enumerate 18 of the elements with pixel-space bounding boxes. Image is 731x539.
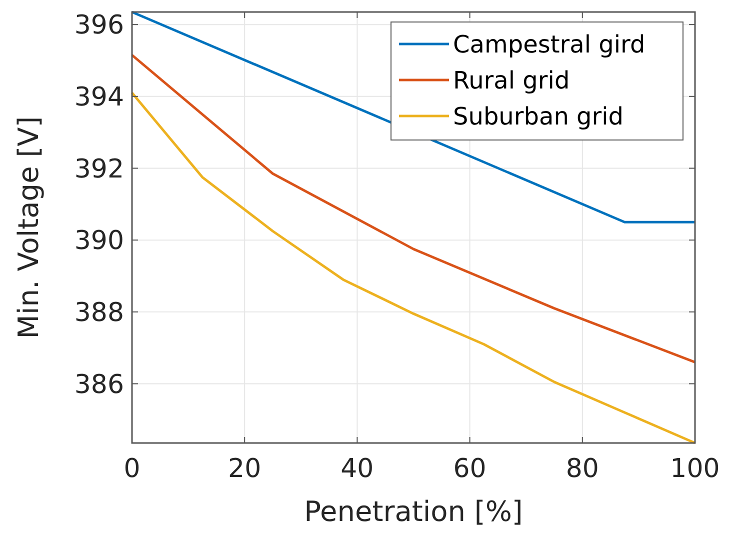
x-tick-label: 60 [453, 454, 486, 484]
legend-label: Suburban grid [453, 102, 624, 130]
y-tick-label: 386 [74, 370, 124, 400]
x-axis-title: Penetration [%] [304, 495, 523, 528]
x-tick-label: 0 [124, 454, 140, 484]
x-tick-label: 80 [566, 454, 599, 484]
y-tick-label: 388 [74, 298, 124, 328]
x-tick-label: 100 [670, 454, 720, 484]
y-tick-label: 396 [74, 10, 124, 41]
y-tick-label: 390 [74, 226, 124, 256]
legend-label: Rural grid [453, 66, 570, 94]
x-tick-label: 20 [228, 454, 262, 484]
line-series [130, 92, 696, 444]
legend-label: Campestral gird [453, 30, 646, 58]
y-tick-label: 392 [74, 154, 124, 184]
y-axis-title: Min. Voltage [V] [12, 116, 45, 339]
x-tick-label: 40 [340, 454, 374, 484]
y-tick-label: 394 [74, 82, 124, 113]
